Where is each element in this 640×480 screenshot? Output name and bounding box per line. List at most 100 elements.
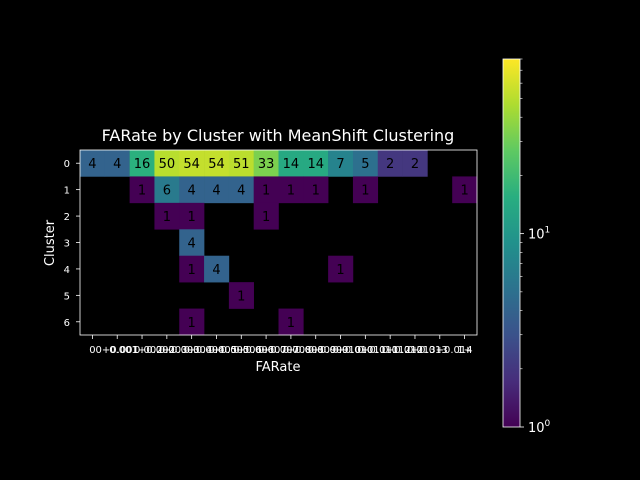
colorbar-ticks: 100 101 — [520, 58, 551, 436]
cell-value-label: 4 — [237, 184, 245, 199]
cell-value-label: 1 — [188, 263, 196, 278]
colorbar-frame — [502, 58, 521, 428]
heatmap-cell — [377, 150, 403, 177]
x-tick-label: 0.005+0.006 — [208, 345, 274, 356]
colorbar-tick-label: 100 — [528, 419, 551, 436]
heatmap-cell — [129, 150, 155, 177]
heatmap-cell — [278, 176, 304, 204]
cell-value-label: 2 — [386, 157, 394, 172]
cell-value-label: 1 — [138, 184, 146, 199]
cell-value-label: 1 — [287, 316, 295, 331]
heatmap-cell — [204, 176, 230, 204]
x-tick-label: 0.006+0.007 — [233, 345, 299, 356]
x-tick-label: 0.010+0.011 — [333, 345, 399, 356]
cell-value-label: 1 — [287, 184, 295, 199]
cell-value-label: 1 — [312, 184, 320, 199]
cell-value-label: 7 — [336, 157, 344, 172]
x-tick-label: 0.011+0.012 — [357, 345, 423, 356]
heatmap-cell — [253, 176, 279, 204]
heatmap-cell — [328, 255, 354, 283]
cell-value-label: 50 — [159, 157, 176, 172]
heatmap-cell — [179, 150, 205, 177]
heatmap-cell — [204, 150, 230, 177]
cell-value-label: 1 — [237, 289, 245, 304]
x-tick-label: 0.008+0.009 — [283, 345, 349, 356]
heatmap-cell — [278, 150, 304, 177]
cell-value-label: 14 — [283, 157, 300, 172]
heatmap-cell — [352, 176, 379, 204]
cell-value-label: 4 — [212, 263, 220, 278]
y-tick-label: 1 — [64, 186, 70, 197]
cell-value-label: 14 — [307, 157, 324, 172]
colorbar-tick-label: 101 — [528, 226, 550, 243]
cell-value-label: 1 — [163, 210, 171, 225]
cell-value-label: 1 — [262, 210, 270, 225]
heatmap-cell — [80, 150, 106, 177]
x-tick-label: 0.007+0.008 — [258, 345, 324, 356]
cell-value-label: 33 — [258, 157, 275, 172]
heatmap-cell — [179, 202, 205, 230]
cell-value-label: 1 — [361, 184, 369, 199]
y-tick-label: 3 — [64, 239, 70, 250]
heatmap-cell — [253, 150, 279, 177]
x-ticks: 0 0+0.0010.001+0.0020.002+0.0030.003+0.00… — [89, 335, 473, 356]
heatmap-cell — [179, 308, 205, 336]
heatmap-cell — [402, 150, 428, 177]
colorbar — [503, 59, 520, 427]
heatmap-cell — [352, 150, 379, 177]
heatmap-cell — [303, 176, 329, 204]
y-tick-label: 5 — [64, 291, 70, 302]
heatmap-cell — [328, 150, 354, 177]
cell-value-label: 4 — [113, 157, 121, 172]
cell-value-label: 1 — [188, 316, 196, 331]
x-tick-label: 0.003+0.004 — [159, 345, 225, 356]
cell-value-label: 4 — [188, 237, 196, 252]
heatmap-cell — [129, 176, 155, 204]
cell-value-label: 1 — [336, 263, 344, 278]
heatmap-cells: 4 4 16 50 54 54 51 33 14 14 7 5 2 21 6 4 4 4 1 1 1 1 11 1 141 4 11… — [80, 150, 478, 336]
cell-value-label: 2 — [411, 157, 419, 172]
cell-value-label: 4 — [212, 184, 220, 199]
cell-value-label: 5 — [361, 157, 369, 172]
y-tick-label: 4 — [64, 265, 70, 276]
cell-value-label: 54 — [208, 157, 225, 172]
x-tick-label: 0.009+0.010 — [308, 345, 374, 356]
y-axis-label: Cluster — [43, 219, 58, 266]
heatmap-cell — [179, 176, 205, 204]
cell-value-label: 1 — [460, 184, 468, 199]
heatmap-cell — [154, 176, 180, 204]
y-tick-label: 6 — [64, 318, 70, 329]
heatmap-cell — [253, 202, 279, 230]
x-tick-label: 1+ — [457, 345, 472, 356]
heatmap-cell — [204, 255, 230, 283]
heatmap-cell — [154, 150, 180, 177]
heatmap-cell — [179, 255, 205, 283]
heatmap-cell — [104, 150, 130, 177]
x-tick-label: 0.004+0.005 — [184, 345, 250, 356]
heatmap-cell — [228, 176, 254, 204]
cell-value-label: 4 — [88, 157, 96, 172]
cell-value-label: 1 — [262, 184, 270, 199]
cell-value-label: 4 — [188, 184, 196, 199]
x-tick-label: 0.013+0.014 — [407, 345, 473, 356]
y-tick-label: 2 — [64, 212, 70, 223]
x-axis-label: FARate — [256, 360, 301, 375]
heatmap-cell — [228, 150, 254, 177]
y-tick-label: 0 — [64, 159, 70, 170]
cell-value-label: 1 — [188, 210, 196, 225]
heatmap-cell — [154, 202, 180, 230]
cell-value-label: 6 — [163, 184, 171, 199]
cell-value-label: 54 — [183, 157, 200, 172]
y-ticks: 0 1 2 3 4 5 6 — [64, 159, 80, 329]
cell-value-label: 16 — [134, 157, 151, 172]
chart-title: FARate by Cluster with MeanShift Cluster… — [102, 126, 455, 145]
x-tick-label: 0.012+0.013 — [382, 345, 448, 356]
heatmap-cell — [278, 308, 304, 336]
heatmap-cell — [179, 229, 205, 257]
x-tick-label: 0 — [89, 345, 95, 356]
x-tick-label: 0+0.001 — [96, 345, 139, 356]
heatmap-cell — [452, 176, 478, 204]
x-tick-label: 0.002+0.003 — [134, 345, 200, 356]
heatmap-cell — [303, 150, 329, 177]
